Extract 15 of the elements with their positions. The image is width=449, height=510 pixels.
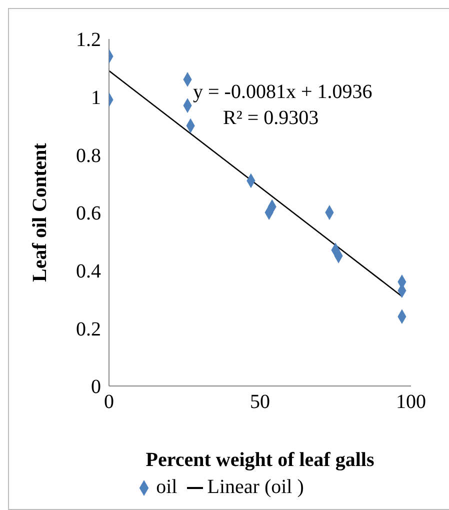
y-tick-label: 0.8: [76, 144, 101, 167]
annotation: y = -0.0081x + 1.0936: [193, 81, 372, 104]
x-tick-label: 100: [396, 391, 426, 414]
y-tick-label: 0.6: [76, 202, 101, 225]
y-tick-label: 0.4: [76, 260, 101, 282]
legend-label: Linear (oil ): [207, 476, 304, 498]
x-tick-label: 50: [250, 391, 270, 414]
legend-label: oil: [156, 476, 178, 498]
y-tick-label: 1.2: [76, 29, 101, 52]
annotation: R² = 0.9303: [223, 107, 319, 130]
y-axis-title: Leaf oil Content: [29, 142, 52, 282]
y-tick-label: 0: [91, 376, 101, 398]
x-axis-title: Percent weight of leaf galls: [146, 449, 374, 471]
y-tick-label: 0.2: [76, 318, 101, 340]
y-tick-label: 1: [91, 86, 101, 109]
